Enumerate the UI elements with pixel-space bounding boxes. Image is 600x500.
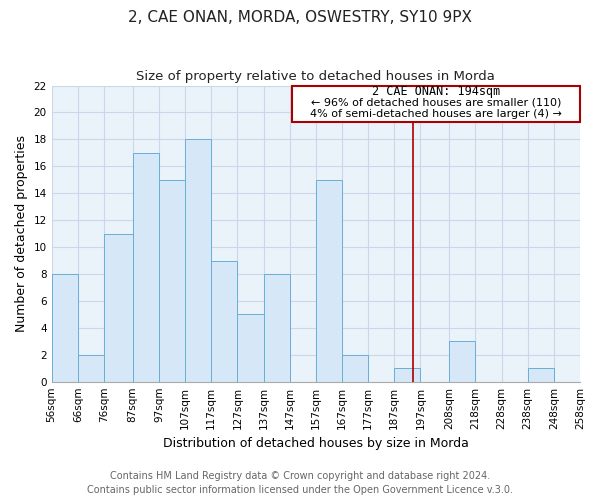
Text: ← 96% of detached houses are smaller (110): ← 96% of detached houses are smaller (11… [311,98,562,108]
Bar [394,368,421,382]
X-axis label: Distribution of detached houses by size in Morda: Distribution of detached houses by size … [163,437,469,450]
Bar [104,234,133,382]
Bar [238,314,263,382]
Bar [449,342,475,382]
Bar [263,274,290,382]
Bar [211,260,238,382]
Bar [527,368,554,382]
Bar [133,153,159,382]
Text: Contains HM Land Registry data © Crown copyright and database right 2024.
Contai: Contains HM Land Registry data © Crown c… [87,471,513,495]
Bar [342,355,368,382]
Text: 2, CAE ONAN, MORDA, OSWESTRY, SY10 9PX: 2, CAE ONAN, MORDA, OSWESTRY, SY10 9PX [128,10,472,25]
Y-axis label: Number of detached properties: Number of detached properties [15,135,28,332]
Text: 4% of semi-detached houses are larger (4) →: 4% of semi-detached houses are larger (4… [310,109,562,119]
Bar [78,355,104,382]
Title: Size of property relative to detached houses in Morda: Size of property relative to detached ho… [136,70,495,83]
Text: 2 CAE ONAN: 194sqm: 2 CAE ONAN: 194sqm [372,85,500,98]
Bar [159,180,185,382]
Bar [185,140,211,382]
Bar [316,180,342,382]
Bar [52,274,78,382]
FancyBboxPatch shape [292,86,580,122]
